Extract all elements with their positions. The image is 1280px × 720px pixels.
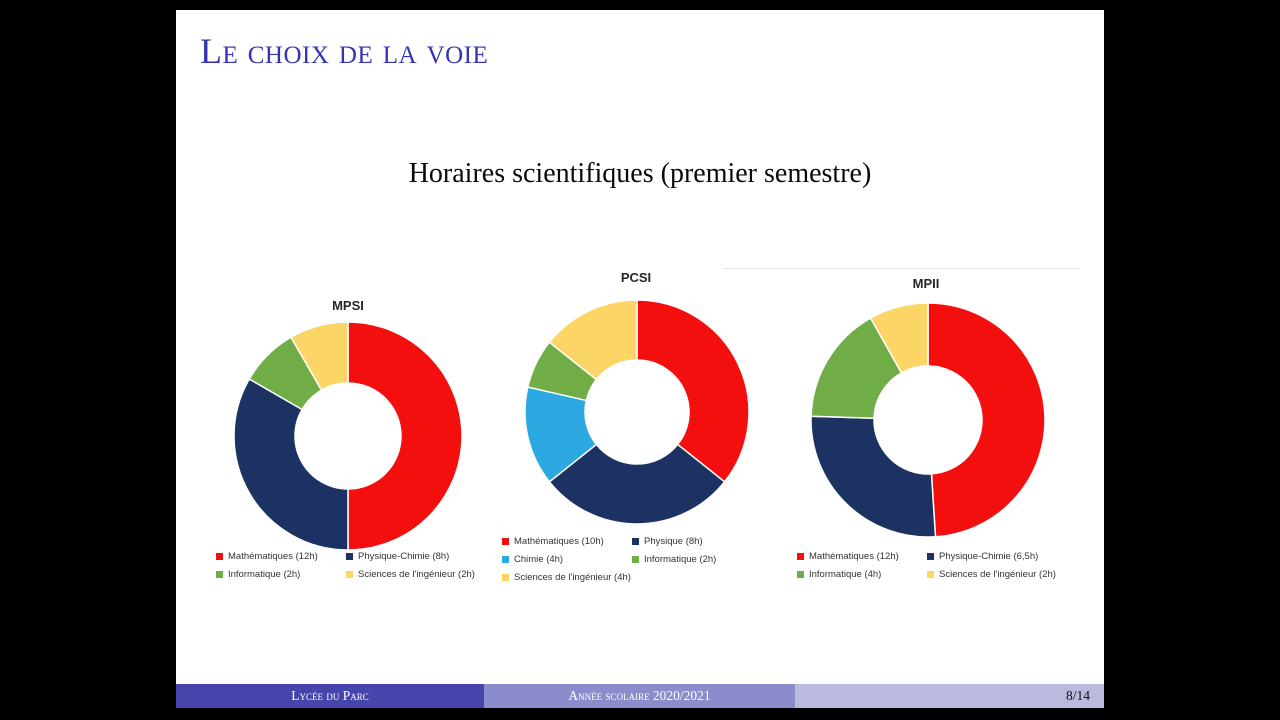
legend-color-swatch [632, 538, 639, 545]
legend-color-swatch [797, 553, 804, 560]
footer-school-year: Année scolaire 2020/2021 [484, 684, 795, 708]
donut-chart-mpsi [233, 321, 463, 551]
legend-color-swatch [216, 553, 223, 560]
legend-color-swatch [216, 571, 223, 578]
donut-segment [548, 443, 726, 525]
legend-label: Physique-Chimie (6,5h) [939, 551, 1039, 562]
footer-bar: Lycée du Parc Année scolaire 2020/2021 8… [176, 684, 1104, 708]
legend-label: Mathématiques (12h) [228, 551, 318, 562]
legend-label: Physique (8h) [644, 536, 703, 547]
legend-item: Sciences de l'ingénieur (2h) [346, 569, 475, 580]
legend-item: Mathématiques (12h) [216, 551, 346, 562]
donut-segment [347, 321, 463, 551]
legend-label: Informatique (2h) [228, 569, 301, 580]
presentation-slide: Le choix de la voie Horaires scientifiqu… [176, 10, 1104, 708]
legend-color-swatch [502, 556, 509, 563]
slide-title: Le choix de la voie [200, 31, 489, 71]
slide-subtitle: Horaires scientifiques (premier semestre… [408, 158, 872, 189]
legend-color-swatch [797, 571, 804, 578]
legend-item: Sciences de l'ingénieur (4h) [502, 572, 632, 583]
legend-label: Physique-Chimie (8h) [358, 551, 450, 562]
legend-pcsi: Mathématiques (10h) Physique (8h) Chimie (… [502, 536, 716, 583]
donut-segment [636, 299, 750, 483]
legend-item: Mathématiques (10h) [502, 536, 632, 547]
legend-label: Chimie (4h) [514, 554, 564, 565]
donut-chart-mpii [810, 302, 1046, 538]
footer-institution: Lycée du Parc [176, 684, 484, 708]
legend-item: Chimie (4h) [502, 554, 632, 565]
donut-segment [810, 415, 937, 538]
legend-color-swatch [502, 538, 509, 545]
legend-color-swatch [632, 556, 639, 563]
legend-label: Informatique (2h) [644, 554, 717, 565]
legend-item: Physique-Chimie (8h) [346, 551, 475, 562]
legend-item: Informatique (4h) [797, 569, 927, 580]
legend-item: Physique-Chimie (6,5h) [927, 551, 1056, 562]
legend-color-swatch [346, 571, 353, 578]
legend-label: Mathématiques (10h) [514, 536, 604, 547]
legend-mpii: Mathématiques (12h) Physique-Chimie (6,5h… [797, 551, 1056, 580]
legend-label: Sciences de l'ingénieur (2h) [939, 569, 1056, 580]
legend-color-swatch [502, 574, 509, 581]
donut-segment [548, 299, 638, 381]
legend-color-swatch [927, 571, 934, 578]
legend-label: Sciences de l'ingénieur (2h) [358, 569, 475, 580]
legend-label: Informatique (4h) [809, 569, 882, 580]
legend-item: Informatique (2h) [632, 554, 716, 565]
footer-page-number: 8/14 [795, 684, 1104, 708]
donut-segment [290, 321, 349, 391]
donut-segment [233, 378, 349, 551]
legend-color-swatch [346, 553, 353, 560]
chart-title-pcsi: PCSI [620, 270, 652, 285]
legend-color-swatch [927, 553, 934, 560]
donut-segment [927, 302, 1046, 538]
chart-frame-border [723, 268, 1080, 269]
donut-chart-pcsi [524, 299, 750, 525]
legend-mpsi: Mathématiques (12h) Physique-Chimie (8h) I… [216, 551, 475, 580]
legend-item: Physique (8h) [632, 536, 716, 547]
chart-title-mpsi: MPSI [332, 298, 364, 313]
legend-item: Informatique (2h) [216, 569, 346, 580]
legend-label: Sciences de l'ingénieur (4h) [514, 572, 631, 583]
chart-title-mpii: MPII [912, 276, 940, 291]
legend-label: Mathématiques (12h) [809, 551, 899, 562]
donut-segment [869, 302, 929, 374]
legend-item: Sciences de l'ingénieur (2h) [927, 569, 1056, 580]
legend-item: Mathématiques (12h) [797, 551, 927, 562]
